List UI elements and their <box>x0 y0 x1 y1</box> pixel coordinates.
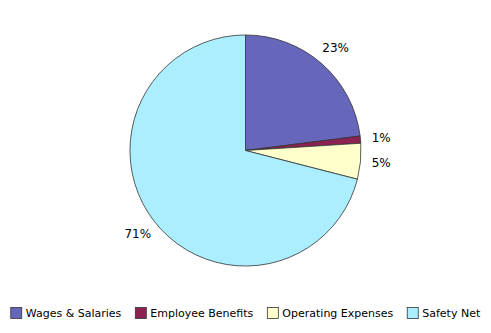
pie <box>130 35 361 266</box>
pie-slice <box>246 35 361 151</box>
data-label: 5% <box>372 156 391 170</box>
legend-label: Employee Benefits <box>150 307 253 320</box>
data-label: 1% <box>372 131 391 145</box>
chart-svg: 23% 1% 5% 71% Wages & Salaries Employee Benef… <box>0 0 491 333</box>
legend-label: Operating Expenses <box>282 307 393 320</box>
legend-swatch <box>135 308 146 319</box>
data-label: 23% <box>322 41 349 55</box>
chart-container: 23% 1% 5% 71% Wages & Salaries Employee Benef… <box>0 0 491 333</box>
legend-item: Employee Benefits <box>135 307 253 320</box>
legend: Wages & Salaries Employee Benefits Operati… <box>11 307 481 320</box>
pie-slice <box>130 35 357 266</box>
legend-item: Safety Net <box>407 307 481 320</box>
data-labels: 23% 1% 5% 71% <box>124 41 390 241</box>
legend-swatch <box>267 308 278 319</box>
data-label: 71% <box>124 227 151 241</box>
legend-label: Safety Net <box>422 307 481 320</box>
legend-label: Wages & Salaries <box>26 307 122 320</box>
legend-item: Wages & Salaries <box>11 307 122 320</box>
legend-swatch <box>407 308 418 319</box>
legend-swatch <box>11 308 22 319</box>
legend-item: Operating Expenses <box>267 307 393 320</box>
